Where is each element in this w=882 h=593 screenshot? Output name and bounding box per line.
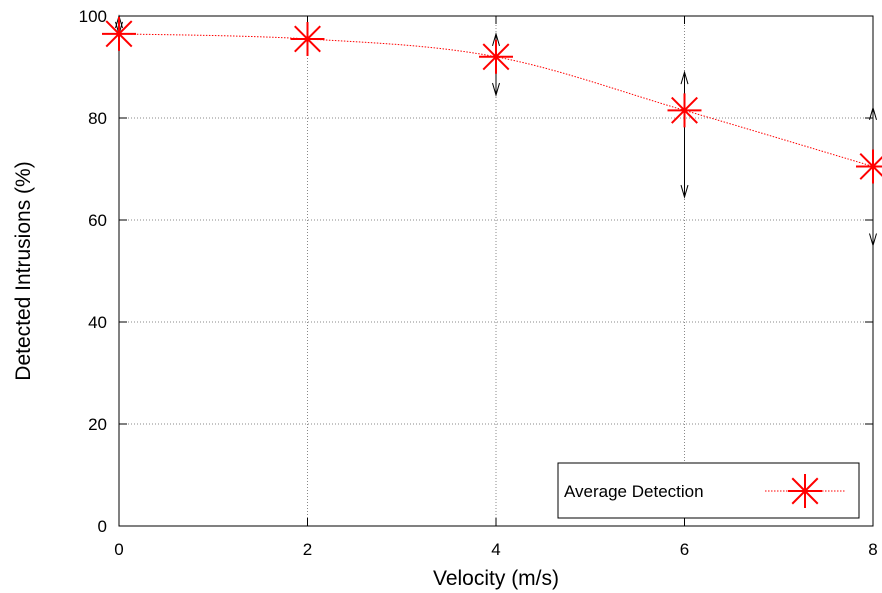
series-layer bbox=[102, 14, 882, 248]
y-tick-label: 100 bbox=[79, 7, 107, 26]
data-point bbox=[290, 21, 325, 56]
data-point bbox=[479, 39, 513, 74]
y-axis-label: Detected Intrusions (%) bbox=[12, 161, 35, 380]
legend-label: Average Detection bbox=[564, 482, 704, 501]
x-tick-label: 2 bbox=[303, 540, 312, 559]
x-axis-label: Velocity (m/s) bbox=[433, 567, 559, 590]
x-tick-label: 6 bbox=[680, 540, 689, 559]
y-tick-label: 0 bbox=[98, 517, 107, 536]
axis-ticks: 0 20 40 60 80 100 0 2 4 6 8 bbox=[79, 7, 878, 559]
legend-star bbox=[788, 474, 822, 508]
y-tick-label: 80 bbox=[88, 109, 107, 128]
data-point bbox=[667, 93, 702, 128]
y-tick-label: 40 bbox=[88, 313, 107, 332]
x-tick-label: 4 bbox=[491, 540, 500, 559]
legend-marker bbox=[788, 474, 822, 508]
y-tick-label: 20 bbox=[88, 415, 107, 434]
data-point bbox=[856, 149, 882, 184]
y-tick-label: 60 bbox=[88, 211, 107, 230]
legend: Average Detection bbox=[557, 462, 860, 519]
error-bar bbox=[680, 70, 689, 199]
x-tick-label: 0 bbox=[114, 540, 123, 559]
data-point bbox=[102, 16, 136, 51]
x-tick-label: 8 bbox=[868, 540, 877, 559]
